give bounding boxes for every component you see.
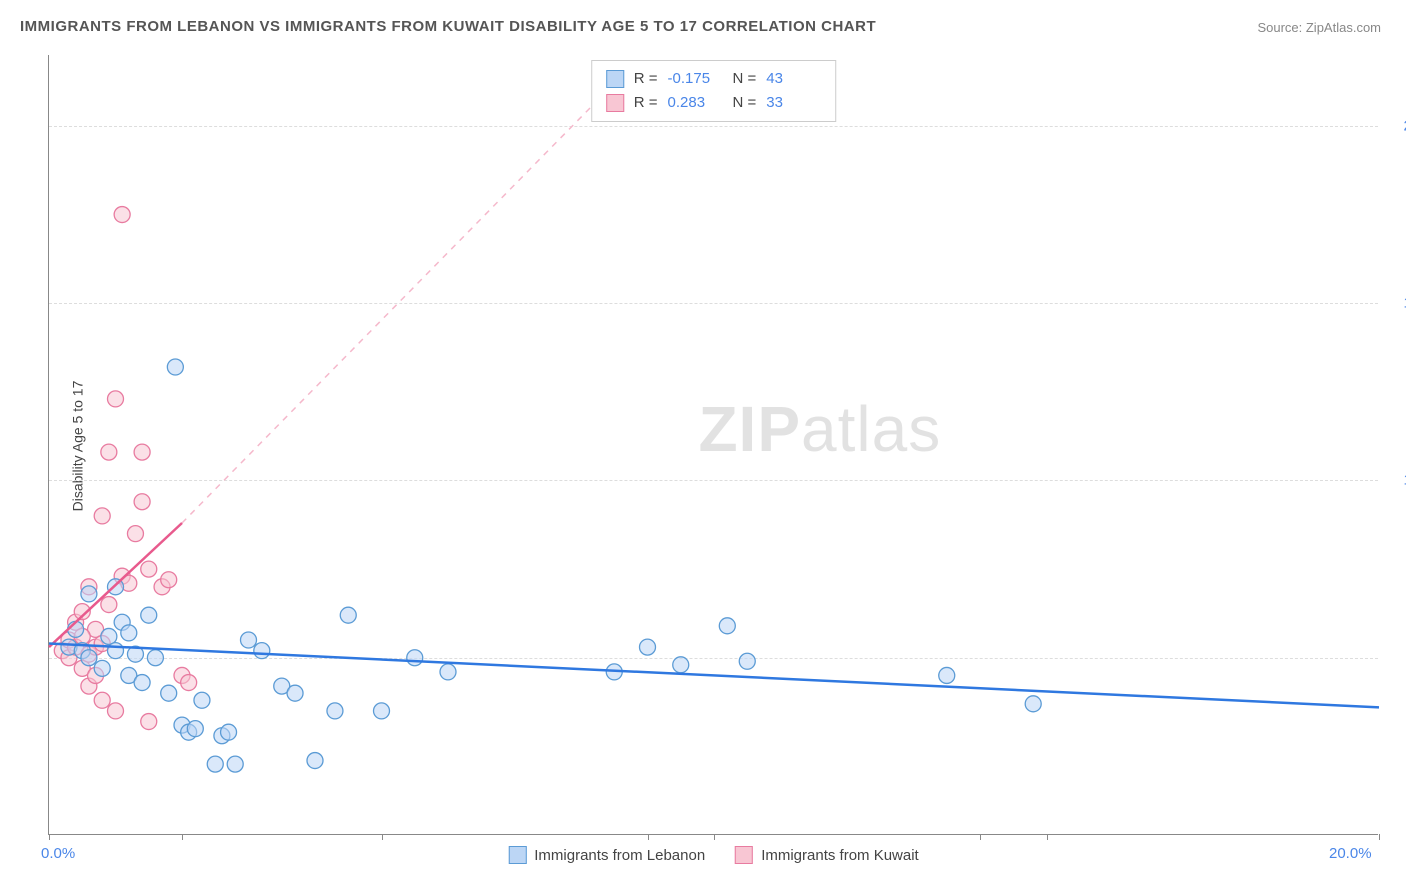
source-label: Source: ZipAtlas.com (1257, 20, 1381, 35)
plot-area: ZIPatlas R = -0.175 N = 43 R = 0.283 N =… (48, 55, 1378, 835)
legend-swatch-icon (735, 846, 753, 864)
xtick (182, 834, 183, 840)
legend-swatch-icon (508, 846, 526, 864)
stats-n-value-lebanon: 43 (766, 67, 821, 91)
scatter-point-lebanon (241, 632, 257, 648)
stats-row-lebanon: R = -0.175 N = 43 (606, 67, 822, 91)
scatter-point-lebanon (194, 692, 210, 708)
scatter-point-kuwait (134, 494, 150, 510)
scatter-point-lebanon (108, 643, 124, 659)
scatter-point-lebanon (307, 753, 323, 769)
scatter-point-kuwait (114, 207, 130, 223)
stats-n-label: N = (733, 91, 757, 115)
scatter-point-lebanon (719, 618, 735, 634)
scatter-point-kuwait (181, 675, 197, 691)
scatter-point-lebanon (254, 643, 270, 659)
xtick (1047, 834, 1048, 840)
stats-box: R = -0.175 N = 43 R = 0.283 N = 33 (591, 60, 837, 122)
scatter-point-lebanon (227, 756, 243, 772)
scatter-point-lebanon (167, 359, 183, 375)
scatter-point-lebanon (81, 586, 97, 602)
scatter-point-lebanon (147, 650, 163, 666)
scatter-point-kuwait (141, 714, 157, 730)
scatter-point-lebanon (161, 685, 177, 701)
scatter-point-lebanon (287, 685, 303, 701)
scatter-point-lebanon (673, 657, 689, 673)
scatter-point-lebanon (134, 675, 150, 691)
scatter-point-kuwait (134, 444, 150, 460)
legend-label: Immigrants from Lebanon (534, 847, 705, 864)
stats-n-value-kuwait: 33 (766, 91, 821, 115)
scatter-point-kuwait (101, 444, 117, 460)
scatter-point-kuwait (94, 508, 110, 524)
scatter-point-lebanon (94, 660, 110, 676)
scatter-point-lebanon (327, 703, 343, 719)
scatter-point-kuwait (94, 692, 110, 708)
stats-r-value-lebanon: -0.175 (668, 67, 723, 91)
stats-r-label: R = (634, 67, 658, 91)
legend-bottom: Immigrants from Lebanon Immigrants from K… (508, 846, 918, 864)
scatter-point-kuwait (141, 561, 157, 577)
scatter-point-kuwait (108, 391, 124, 407)
trendline (49, 644, 1379, 708)
scatter-point-lebanon (440, 664, 456, 680)
swatch-lebanon-icon (606, 70, 624, 88)
trendline (182, 83, 614, 523)
scatter-point-kuwait (101, 597, 117, 613)
scatter-point-lebanon (374, 703, 390, 719)
page-title: IMMIGRANTS FROM LEBANON VS IMMIGRANTS FR… (20, 18, 876, 35)
scatter-point-lebanon (81, 650, 97, 666)
chart-svg (49, 55, 1378, 834)
scatter-point-lebanon (340, 607, 356, 623)
swatch-kuwait-icon (606, 94, 624, 112)
scatter-point-kuwait (161, 572, 177, 588)
scatter-point-lebanon (207, 756, 223, 772)
scatter-point-lebanon (640, 639, 656, 655)
xtick (648, 834, 649, 840)
xtick (1379, 834, 1380, 840)
scatter-point-lebanon (407, 650, 423, 666)
scatter-point-kuwait (108, 703, 124, 719)
scatter-point-lebanon (121, 625, 137, 641)
xtick (382, 834, 383, 840)
scatter-point-lebanon (1025, 696, 1041, 712)
scatter-point-lebanon (187, 721, 203, 737)
xtick-label: 20.0% (1329, 845, 1372, 862)
xtick-label: 0.0% (41, 845, 75, 862)
stats-row-kuwait: R = 0.283 N = 33 (606, 91, 822, 115)
scatter-point-kuwait (127, 526, 143, 542)
scatter-point-lebanon (939, 667, 955, 683)
xtick (714, 834, 715, 840)
scatter-point-lebanon (221, 724, 237, 740)
scatter-point-lebanon (739, 653, 755, 669)
xtick (49, 834, 50, 840)
stats-r-label: R = (634, 91, 658, 115)
xtick (980, 834, 981, 840)
legend-label: Immigrants from Kuwait (761, 847, 919, 864)
scatter-point-lebanon (141, 607, 157, 623)
legend-item: Immigrants from Kuwait (735, 846, 919, 864)
stats-n-label: N = (733, 67, 757, 91)
stats-r-value-kuwait: 0.283 (668, 91, 723, 115)
legend-item: Immigrants from Lebanon (508, 846, 705, 864)
